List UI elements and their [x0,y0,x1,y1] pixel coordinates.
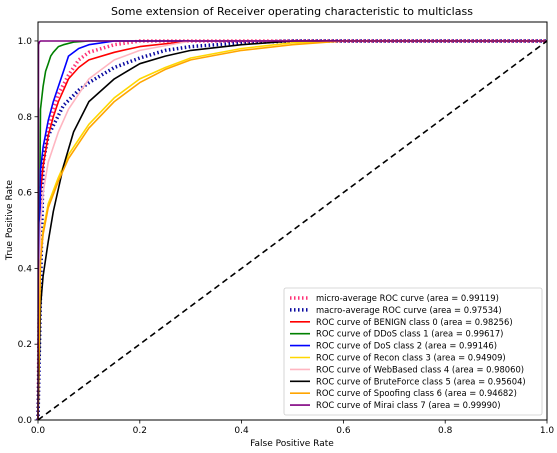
axis-ticks: 0.0 0.2 0.4 0.6 0.8 1.0 0.0 0.2 0.4 0.6 0.8 1.0 [18,37,555,436]
x-tick-label: 0.8 [438,426,453,436]
legend-entry-label: ROC curve of BENIGN class 0 (area = 0.98… [316,317,513,327]
legend-entry-label: ROC curve of BruteForce class 5 (area = … [316,376,526,386]
legend-entry-label: ROC curve of Mirai class 7 (area = 0.999… [316,400,501,410]
roc-curve-4 [37,40,547,421]
legend-entry-label: ROC curve of DDoS class 1 (area = 0.9961… [316,329,503,339]
x-tick-label: 0.0 [31,426,46,436]
x-tick-label: 0.2 [133,426,147,436]
y-tick-label: 0.0 [18,416,33,426]
y-axis-label: True Positive Rate [5,179,15,261]
y-tick-label: 0.8 [18,113,33,123]
legend-entry-label: ROC curve of Recon class 3 (area = 0.949… [316,353,506,363]
roc-curve-6 [37,40,547,421]
plot-frame [37,21,548,421]
y-tick-label: 0.4 [18,264,33,274]
x-tick-label: 0.6 [336,426,351,436]
roc-curve-7 [37,40,547,421]
legend-entry-label: macro-average ROC curve (area = 0.97534) [316,305,502,315]
legend-entry-label: micro-average ROC curve (area = 0.99119) [316,293,499,303]
legend-entry-label: ROC curve of DoS class 2 (area = 0.99146… [316,341,497,351]
chance-diagonal-line [37,40,548,421]
y-tick-label: 1.0 [18,37,33,47]
roc-curve-1 [36,39,547,421]
chart-title: Some extension of Receiver operating cha… [111,5,473,18]
roc-curve-8 [37,40,547,421]
legend-entry-label: ROC curve of WebBased class 4 (area = 0.… [316,364,524,374]
roc-curve-3 [37,40,547,421]
y-tick-label: 0.6 [18,189,33,199]
x-tick-label: 0.4 [234,426,249,436]
roc-curve-2 [37,40,547,421]
x-axis-label: False Positive Rate [250,439,334,449]
legend: micro-average ROC curve (area = 0.99119)… [283,287,543,416]
x-tick-label: 1.0 [540,426,555,436]
legend-entry-label: ROC curve of Spoofing class 6 (area = 0.… [316,388,517,398]
legend-box [283,287,543,416]
y-tick-label: 0.2 [18,340,32,350]
plot-area [36,39,548,421]
